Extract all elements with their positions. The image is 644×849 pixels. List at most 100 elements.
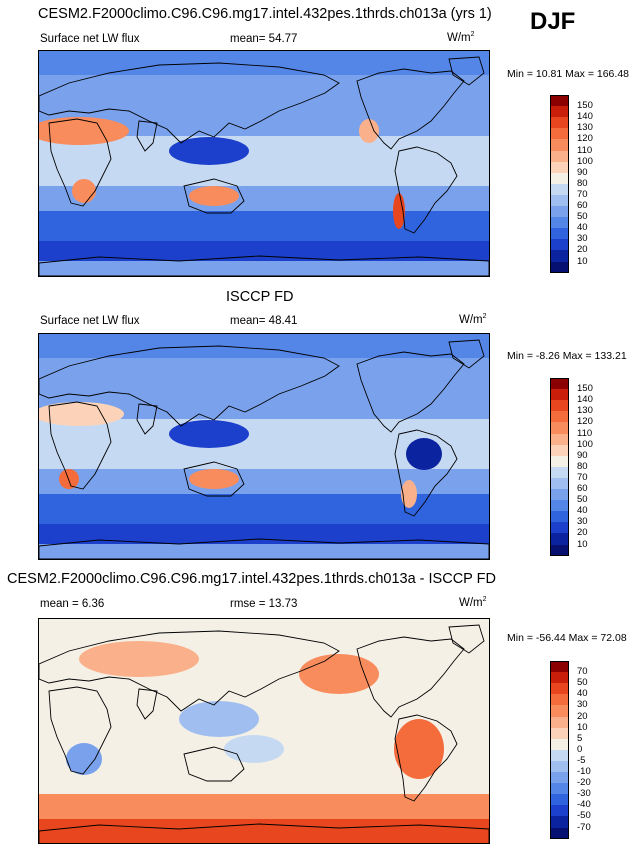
southern-ocean-dark [39, 241, 489, 261]
coastline-america-n [356, 636, 465, 718]
colorbar-swatch [550, 261, 569, 274]
colorbar-tick-label: 150 [577, 383, 593, 395]
australia-region [189, 186, 239, 206]
colorbar-swatch [550, 183, 569, 196]
colorbar-tick-label: 120 [577, 416, 593, 428]
colorbar-swatch [550, 760, 569, 773]
coastline-africa [48, 401, 112, 490]
south-america-anomaly [394, 719, 444, 779]
colorbar-swatch [550, 827, 569, 840]
rmse-label: rmse = 13.73 [230, 598, 298, 610]
colorbar-tick-label: 20 [577, 244, 588, 256]
colorbar-tick-label: 70 [577, 188, 588, 200]
colorbar-swatch [550, 694, 569, 706]
north-pacific-anomaly [299, 654, 379, 694]
mean-label: mean= 48.41 [230, 315, 298, 327]
colorbar-tick-label: 40 [577, 505, 588, 517]
kalahari-region [59, 469, 79, 489]
colorbar-swatch [550, 106, 569, 118]
coastline-america-n [356, 351, 465, 433]
colorbar-tick-label: 30 [577, 233, 588, 245]
kalahari-region [72, 179, 96, 203]
coastline-antarctica [39, 823, 489, 843]
colorbar-swatch [550, 738, 569, 751]
colorbar-tick-label: 130 [577, 405, 593, 417]
andes-region [393, 193, 405, 229]
colorbar-swatch [550, 466, 569, 479]
colorbar: 150 140 130 120 110 100 90 80 70 60 50 40 30 20 10 [550, 378, 610, 557]
colorbar-swatch [550, 95, 569, 107]
colorbar-swatch [550, 683, 569, 695]
colorbar-swatch [550, 411, 569, 423]
southern-ocean-band [39, 211, 489, 241]
maritime-continent [169, 420, 249, 448]
colorbar: 150 140 130 120 110 100 90 80 70 60 50 40 30 20 10 [550, 95, 610, 274]
colorbar-tick-label: 30 [577, 516, 588, 528]
patagonia-region [401, 480, 417, 508]
coastline-america-s [394, 429, 458, 517]
units-label: W/m2 [447, 31, 475, 44]
coastline-africa [48, 118, 112, 207]
panel-title: ISCCP FD [226, 289, 294, 305]
colorbar-tick-label: 20 [577, 710, 588, 722]
colorbar-swatch [550, 161, 569, 174]
colorbar-tick-label: 80 [577, 177, 588, 189]
coastline-america-s [394, 146, 458, 234]
colorbar-swatch [550, 128, 569, 140]
colorbar-swatch [550, 544, 569, 557]
colorbar-swatch [550, 433, 569, 446]
colorbar-tick-label: 50 [577, 494, 588, 506]
arctic-band [39, 334, 489, 358]
coastline-eurasia [39, 62, 340, 144]
colorbar-swatch [550, 400, 569, 412]
colorbar-swatch [550, 150, 569, 163]
colorbar-tick-label: 20 [577, 527, 588, 539]
colorbar-tick-label: 50 [577, 677, 588, 689]
colorbar-tick-label: 10 [577, 538, 588, 550]
colorbar-swatch [550, 228, 569, 240]
colorbar-swatch [550, 661, 569, 673]
min-max-label: Min = 10.81 Max = 166.48 [507, 68, 629, 80]
colorbar-tick-label: -70 [577, 821, 591, 833]
amazon-region [406, 438, 442, 470]
pacific-anomaly [224, 735, 284, 763]
colorbar-tick-label: 40 [577, 222, 588, 234]
colorbar-swatch [550, 217, 569, 229]
coastline-africa [48, 686, 112, 775]
map-plot [38, 618, 490, 844]
min-max-label: Min = -56.44 Max = 72.08 [507, 632, 627, 644]
coastline-australia [183, 746, 245, 782]
colorbar-tick-label: 90 [577, 449, 588, 461]
colorbar-tick-label: 130 [577, 122, 593, 134]
colorbar-tick-label: 60 [577, 483, 588, 494]
maritime-anomaly [179, 701, 259, 737]
coastline-america-n [356, 68, 465, 150]
colorbar-swatch [550, 239, 569, 251]
colorbar-tick-label: -30 [577, 788, 591, 800]
colorbar-tick-label: 140 [577, 111, 593, 123]
colorbar-swatch [550, 117, 569, 129]
colorbar-tick-label: 100 [577, 438, 593, 450]
mexico-region [359, 119, 379, 143]
colorbar-tick-label: 60 [577, 200, 588, 211]
coastline-greenland [448, 624, 485, 654]
colorbar-swatch [550, 206, 569, 218]
colorbar-swatch [550, 444, 569, 457]
colorbar-swatch [550, 489, 569, 501]
colorbar-tick-label: 70 [577, 666, 588, 678]
colorbar-tick-label: -10 [577, 766, 591, 777]
southern-ocean-dark [39, 524, 489, 544]
mean-label: mean = 6.36 [40, 598, 105, 610]
eurasia-anomaly [79, 641, 199, 677]
coastline-eurasia [39, 345, 340, 427]
southern-ocean-band [39, 494, 489, 524]
colorbar-swatch [550, 511, 569, 523]
colorbar-tick-label: 90 [577, 166, 588, 178]
coastline-eurasia [39, 630, 340, 712]
maritime-continent [169, 137, 249, 165]
colorbar-tick-label: 140 [577, 394, 593, 406]
colorbar-swatch [550, 749, 569, 762]
colorbar-swatch [550, 194, 569, 207]
sahara-region [39, 117, 129, 145]
coastline-india [136, 120, 158, 152]
